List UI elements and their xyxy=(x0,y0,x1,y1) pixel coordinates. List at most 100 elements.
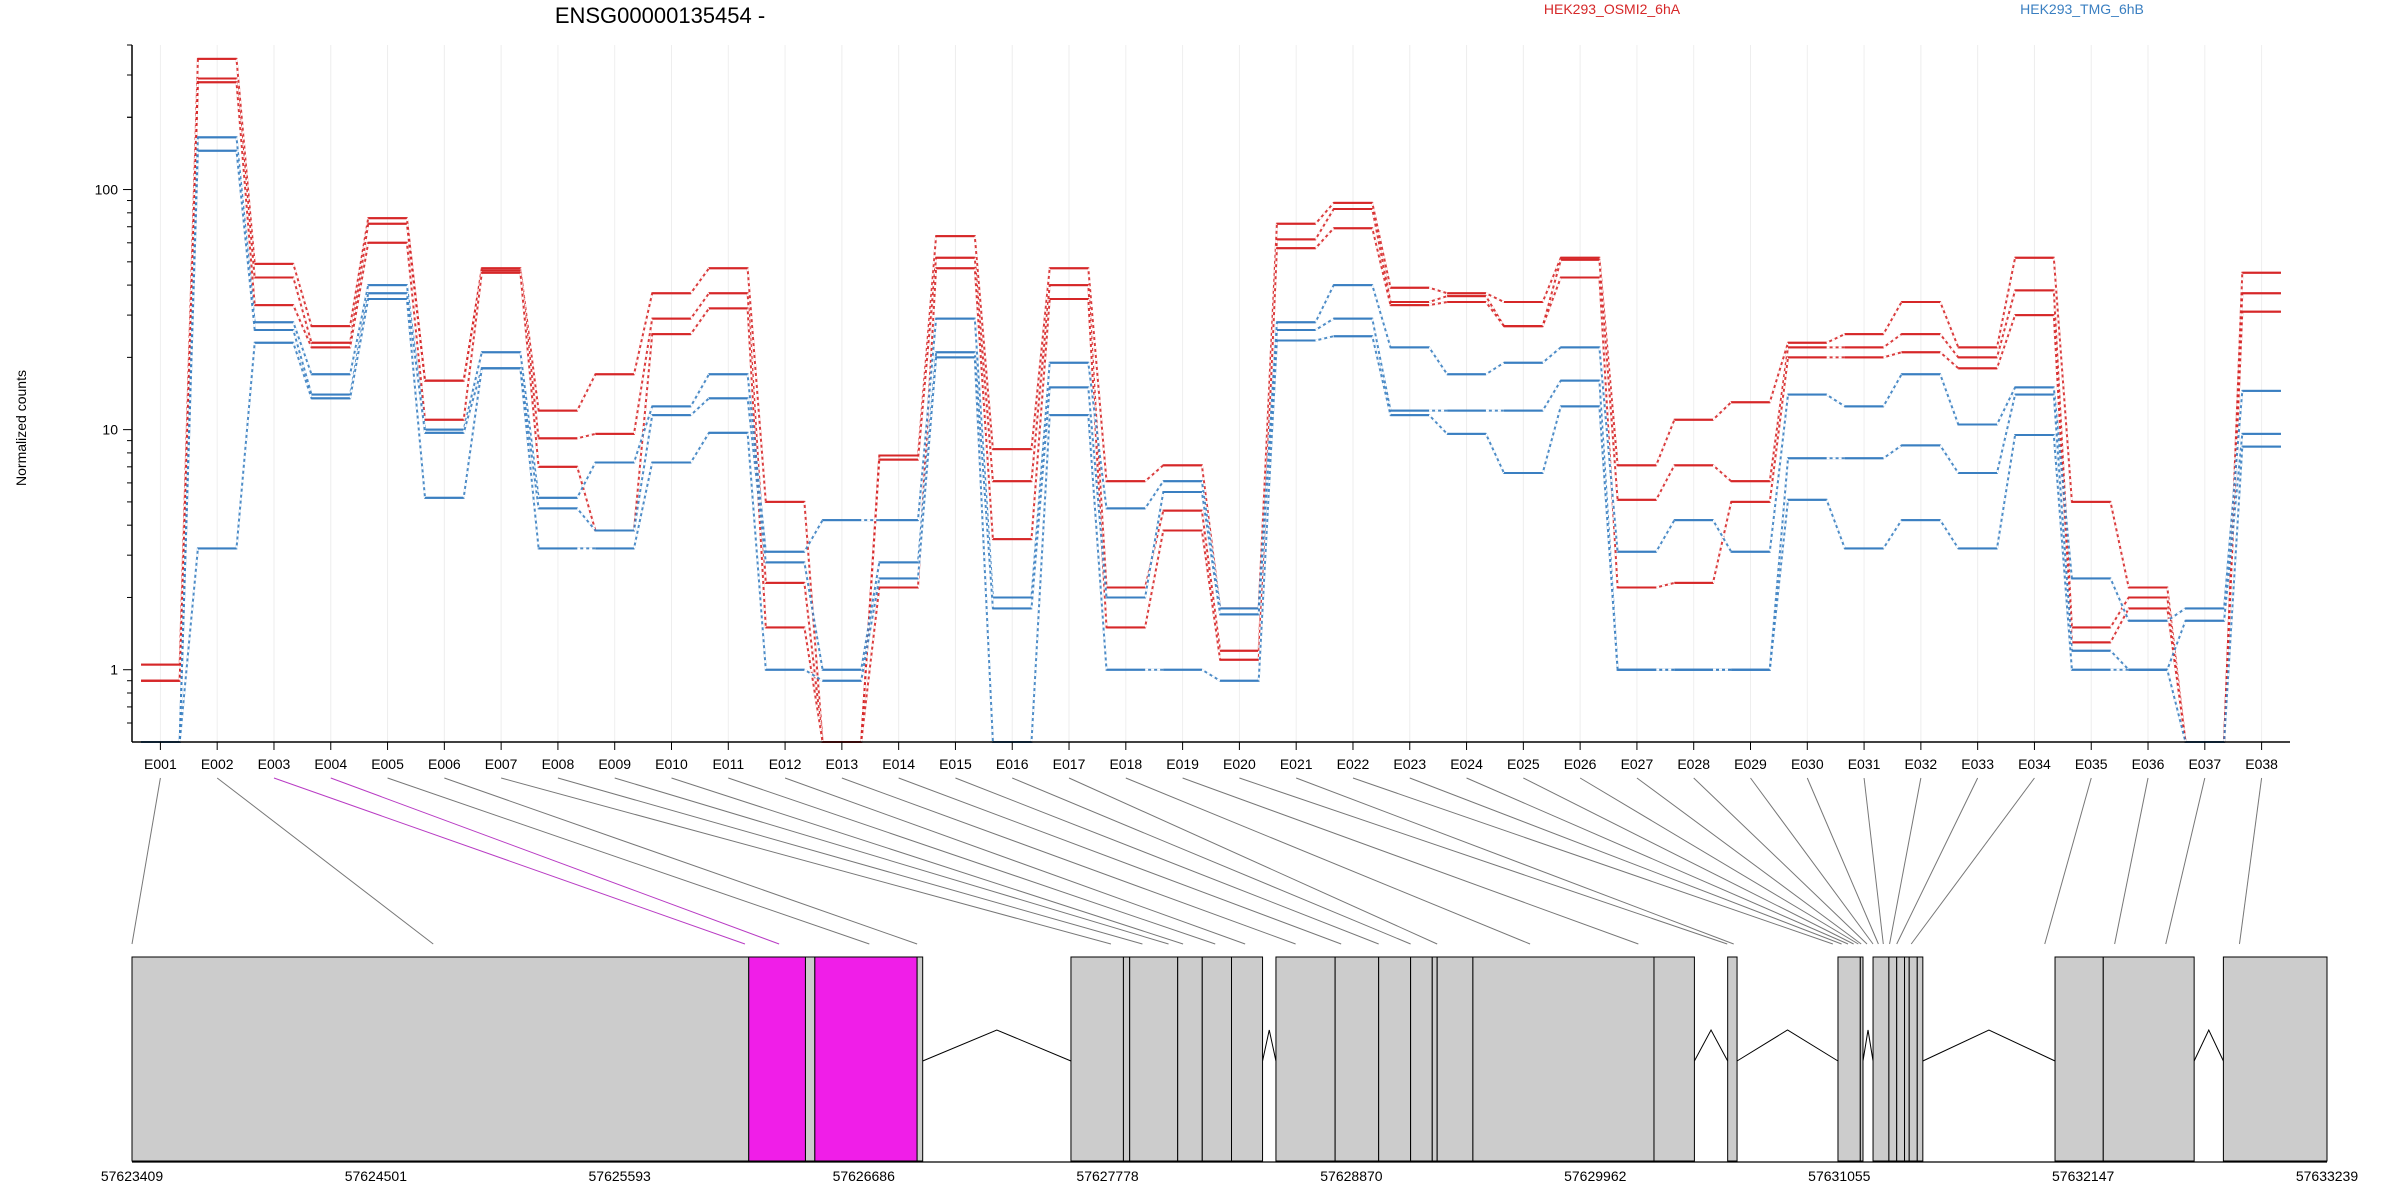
exon-block xyxy=(1070,956,1124,1162)
exon-connector xyxy=(216,777,434,945)
series-dash-mask xyxy=(633,406,654,463)
coordinate-label: 57629962 xyxy=(1564,1168,1627,1184)
series-dash-mask xyxy=(746,308,767,628)
exon-block xyxy=(1129,956,1179,1162)
coordinate-label: 57627778 xyxy=(1076,1168,1139,1184)
series-dash-mask xyxy=(1939,373,1960,425)
series-dash-mask xyxy=(349,223,370,343)
x-tick-label: E019 xyxy=(1166,756,1199,772)
x-tick-label: E010 xyxy=(655,756,688,772)
exon-connector xyxy=(2165,777,2206,945)
series-dash-mask xyxy=(519,352,540,498)
series-dash-mask xyxy=(1598,347,1619,552)
x-tick-label: E036 xyxy=(2132,756,2165,772)
x-tick-label: E027 xyxy=(1621,756,1654,772)
x-tick-label: E035 xyxy=(2075,756,2108,772)
x-tick-label: E034 xyxy=(2018,756,2051,772)
series-dash-mask xyxy=(973,257,994,482)
exon-connector xyxy=(444,777,918,945)
series-line xyxy=(141,77,2281,743)
series-dash-mask xyxy=(1087,362,1108,509)
series-dash-mask xyxy=(2052,387,2073,579)
series-dash-mask xyxy=(973,352,994,609)
series-dash-mask xyxy=(2166,607,2187,622)
series-dash-mask xyxy=(1541,257,1562,303)
series-dash-mask xyxy=(2223,433,2244,621)
exon-block xyxy=(1410,956,1433,1162)
series-dash-mask xyxy=(690,397,710,416)
series-line xyxy=(141,81,2281,743)
exon-block xyxy=(1275,956,1336,1162)
exon-connector xyxy=(1352,777,1834,945)
coordinate-label: 57626686 xyxy=(833,1168,896,1184)
x-tick-label: E017 xyxy=(1053,756,1086,772)
x-tick-label: E012 xyxy=(769,756,802,772)
series-dash-mask xyxy=(1712,401,1732,421)
series-dash-mask xyxy=(1030,268,1051,450)
exon-connector xyxy=(1068,777,1438,945)
x-tick-label: E037 xyxy=(2188,756,2221,772)
exon-connector xyxy=(728,777,1216,945)
series-dash-mask xyxy=(292,263,313,327)
x-tick-label: E016 xyxy=(996,756,1029,772)
series-dash-mask xyxy=(576,373,597,412)
series-dash-mask xyxy=(1825,499,1846,549)
series-dash-mask xyxy=(916,357,938,579)
intron-line xyxy=(2193,1028,2224,1062)
exon-connector xyxy=(1910,777,2035,945)
series-dash-mask xyxy=(462,368,483,498)
series-dash-mask xyxy=(1712,464,1732,482)
coordinate-label: 57624501 xyxy=(345,1168,408,1184)
exon-connector xyxy=(1579,777,1859,945)
exon-block-highlight xyxy=(814,956,918,1162)
series-line xyxy=(141,298,2281,743)
series-dash-mask xyxy=(1939,351,1960,370)
exon-connector xyxy=(841,777,1296,945)
x-tick-label: E020 xyxy=(1223,756,1256,772)
exon-connector xyxy=(1409,777,1842,945)
exon-connector xyxy=(1523,777,1854,945)
coordinate-label: 57623409 xyxy=(101,1168,164,1184)
x-tick-label: E026 xyxy=(1564,756,1597,772)
exon-block xyxy=(1201,956,1233,1162)
series-dash-mask xyxy=(462,272,483,420)
exon-block xyxy=(1872,956,1890,1162)
series-dash-mask xyxy=(1314,227,1335,249)
intron-line xyxy=(1693,1028,1729,1062)
series-dash-mask xyxy=(1541,277,1562,327)
series-dash-mask xyxy=(1712,501,1733,584)
exon-connector xyxy=(557,777,1143,945)
series-dash-mask xyxy=(405,223,427,381)
series-dash-mask xyxy=(746,432,767,670)
series-layer xyxy=(141,57,2281,743)
exon-block xyxy=(1378,956,1412,1162)
intron-line xyxy=(922,1029,1072,1062)
series-dash-mask xyxy=(576,507,597,532)
x-tick-label: E006 xyxy=(428,756,461,772)
series-dash-mask xyxy=(1655,464,1676,501)
exon-block xyxy=(1888,956,1898,1162)
x-tick-label: E029 xyxy=(1734,756,1767,772)
x-tick-label: E023 xyxy=(1393,756,1426,772)
exon-block xyxy=(1436,956,1474,1162)
x-tick-label: E030 xyxy=(1791,756,1824,772)
series-dash-mask xyxy=(576,461,597,499)
series-dash-mask xyxy=(1768,357,1789,503)
exon-connector xyxy=(1466,777,1849,945)
series-dash-mask xyxy=(1371,318,1392,411)
y-tick-label: 10 xyxy=(102,422,118,438)
series-dash-mask xyxy=(235,150,256,331)
series-dash-mask xyxy=(1598,277,1619,588)
series-dash-mask xyxy=(1371,208,1392,303)
series-dash-mask xyxy=(1882,444,1903,460)
series-dash-mask xyxy=(860,587,881,743)
exon-connector xyxy=(1693,777,1868,945)
series-dash-mask xyxy=(1655,419,1676,466)
legend-label: HEK293_OSMI2_6hA xyxy=(1544,1,1681,17)
x-tick-label: E025 xyxy=(1507,756,1540,772)
series-dash-mask xyxy=(1371,335,1392,416)
exon-block xyxy=(2102,956,2195,1162)
exon-connector xyxy=(1889,777,1922,945)
